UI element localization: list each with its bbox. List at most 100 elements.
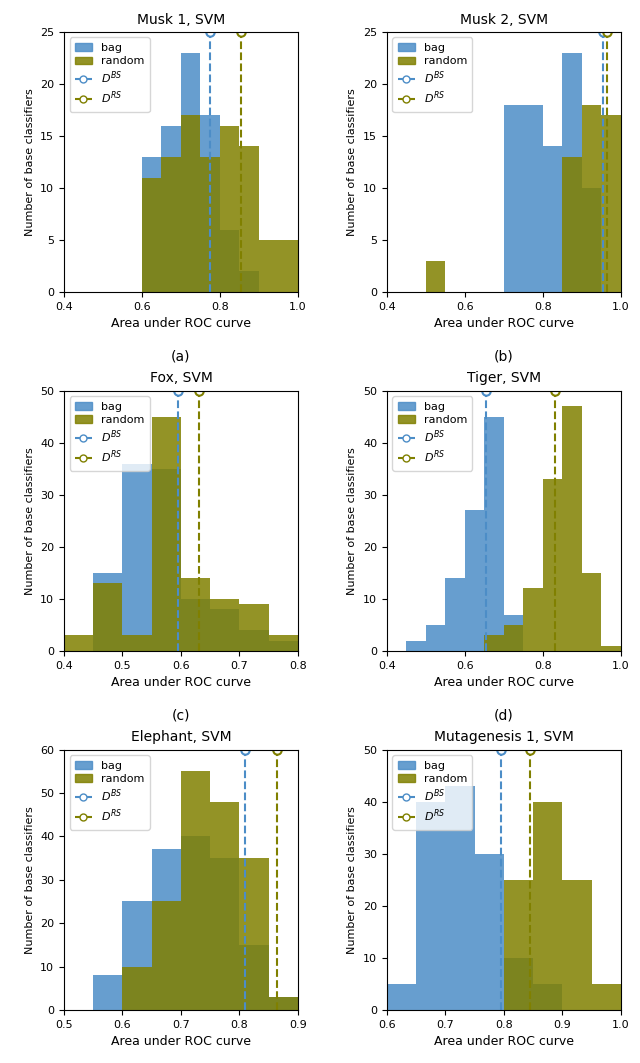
Bar bbox=[220, 125, 239, 292]
Y-axis label: Number of base classifiers: Number of base classifiers bbox=[24, 88, 35, 236]
Bar bbox=[181, 598, 210, 651]
Bar bbox=[426, 260, 445, 292]
Bar bbox=[484, 417, 504, 651]
Bar bbox=[533, 984, 563, 1010]
X-axis label: Area under ROC curve: Area under ROC curve bbox=[111, 317, 251, 331]
Bar bbox=[152, 417, 181, 651]
Bar bbox=[269, 636, 298, 651]
Bar bbox=[475, 854, 504, 1010]
Bar bbox=[64, 636, 93, 651]
Text: (d): (d) bbox=[494, 708, 514, 722]
Bar bbox=[269, 997, 298, 1010]
Bar bbox=[181, 115, 200, 292]
Legend: bag, random, $D^{BS}$, $D^{RS}$: bag, random, $D^{BS}$, $D^{RS}$ bbox=[392, 37, 472, 112]
Bar bbox=[200, 156, 220, 292]
Bar bbox=[142, 178, 161, 292]
Bar bbox=[426, 625, 445, 651]
Y-axis label: Number of base classifiers: Number of base classifiers bbox=[348, 448, 358, 594]
X-axis label: Area under ROC curve: Area under ROC curve bbox=[111, 676, 251, 689]
Bar bbox=[161, 156, 181, 292]
Bar bbox=[387, 984, 416, 1010]
Bar bbox=[122, 901, 152, 1010]
Bar bbox=[239, 945, 269, 1010]
Legend: bag, random, $D^{BS}$, $D^{RS}$: bag, random, $D^{BS}$, $D^{RS}$ bbox=[392, 756, 472, 829]
Title: Musk 2, SVM: Musk 2, SVM bbox=[460, 13, 548, 27]
Legend: bag, random, $D^{BS}$, $D^{RS}$: bag, random, $D^{BS}$, $D^{RS}$ bbox=[70, 756, 150, 829]
Bar bbox=[582, 188, 602, 292]
Title: Mutagenesis 1, SVM: Mutagenesis 1, SVM bbox=[434, 730, 574, 744]
Legend: bag, random, $D^{BS}$, $D^{RS}$: bag, random, $D^{BS}$, $D^{RS}$ bbox=[70, 396, 150, 471]
Bar bbox=[602, 645, 621, 651]
Bar bbox=[445, 578, 465, 651]
Bar bbox=[484, 636, 504, 651]
Bar bbox=[122, 966, 152, 1010]
Bar bbox=[122, 636, 152, 651]
Bar bbox=[239, 147, 259, 292]
Bar bbox=[210, 598, 239, 651]
Bar bbox=[220, 230, 239, 292]
Bar bbox=[152, 849, 181, 1010]
Bar bbox=[161, 125, 181, 292]
Bar bbox=[93, 573, 122, 651]
X-axis label: Area under ROC curve: Area under ROC curve bbox=[111, 1035, 251, 1048]
Bar bbox=[504, 105, 524, 292]
X-axis label: Area under ROC curve: Area under ROC curve bbox=[434, 317, 574, 331]
Bar bbox=[239, 271, 259, 292]
Bar bbox=[142, 156, 161, 292]
Bar bbox=[181, 772, 210, 1010]
Bar bbox=[210, 802, 239, 1010]
Bar bbox=[181, 53, 200, 292]
Bar bbox=[533, 802, 563, 1010]
Bar bbox=[563, 53, 582, 292]
Bar bbox=[269, 997, 298, 1010]
Bar bbox=[591, 984, 621, 1010]
Bar bbox=[465, 510, 484, 651]
Bar bbox=[406, 641, 426, 651]
Text: (c): (c) bbox=[172, 708, 190, 722]
Legend: bag, random, $D^{BS}$, $D^{RS}$: bag, random, $D^{BS}$, $D^{RS}$ bbox=[70, 37, 150, 112]
Title: Musk 1, SVM: Musk 1, SVM bbox=[137, 13, 225, 27]
Title: Fox, SVM: Fox, SVM bbox=[150, 371, 212, 386]
Bar bbox=[278, 240, 298, 292]
Bar bbox=[181, 837, 210, 1010]
Bar bbox=[543, 147, 563, 292]
X-axis label: Area under ROC curve: Area under ROC curve bbox=[434, 1035, 574, 1048]
Bar bbox=[524, 105, 543, 292]
Legend: bag, random, $D^{BS}$, $D^{RS}$: bag, random, $D^{BS}$, $D^{RS}$ bbox=[392, 396, 472, 471]
Bar bbox=[269, 641, 298, 651]
X-axis label: Area under ROC curve: Area under ROC curve bbox=[434, 676, 574, 689]
Title: Elephant, SVM: Elephant, SVM bbox=[131, 730, 231, 744]
Y-axis label: Number of base classifiers: Number of base classifiers bbox=[348, 806, 358, 954]
Bar bbox=[582, 105, 602, 292]
Bar bbox=[563, 880, 591, 1010]
Bar bbox=[239, 604, 269, 651]
Bar bbox=[504, 958, 533, 1010]
Bar bbox=[122, 463, 152, 651]
Bar bbox=[416, 802, 445, 1010]
Title: Tiger, SVM: Tiger, SVM bbox=[467, 371, 541, 386]
Bar bbox=[239, 630, 269, 651]
Y-axis label: Number of base classifiers: Number of base classifiers bbox=[24, 806, 35, 954]
Bar bbox=[152, 901, 181, 1010]
Bar bbox=[504, 625, 524, 651]
Text: (a): (a) bbox=[172, 350, 191, 364]
Bar bbox=[210, 858, 239, 1010]
Bar bbox=[210, 609, 239, 651]
Bar bbox=[504, 614, 524, 651]
Bar bbox=[200, 115, 220, 292]
Y-axis label: Number of base classifiers: Number of base classifiers bbox=[348, 88, 358, 236]
Bar bbox=[259, 240, 278, 292]
Y-axis label: Number of base classifiers: Number of base classifiers bbox=[24, 448, 35, 594]
Bar bbox=[152, 469, 181, 651]
Bar bbox=[93, 584, 122, 651]
Bar bbox=[563, 156, 582, 292]
Bar bbox=[504, 880, 533, 1010]
Bar bbox=[181, 578, 210, 651]
Bar bbox=[524, 589, 543, 651]
Bar bbox=[543, 479, 563, 651]
Bar bbox=[563, 406, 582, 651]
Bar bbox=[445, 787, 475, 1010]
Text: (b): (b) bbox=[494, 350, 514, 364]
Bar bbox=[93, 975, 122, 1010]
Bar bbox=[602, 115, 621, 292]
